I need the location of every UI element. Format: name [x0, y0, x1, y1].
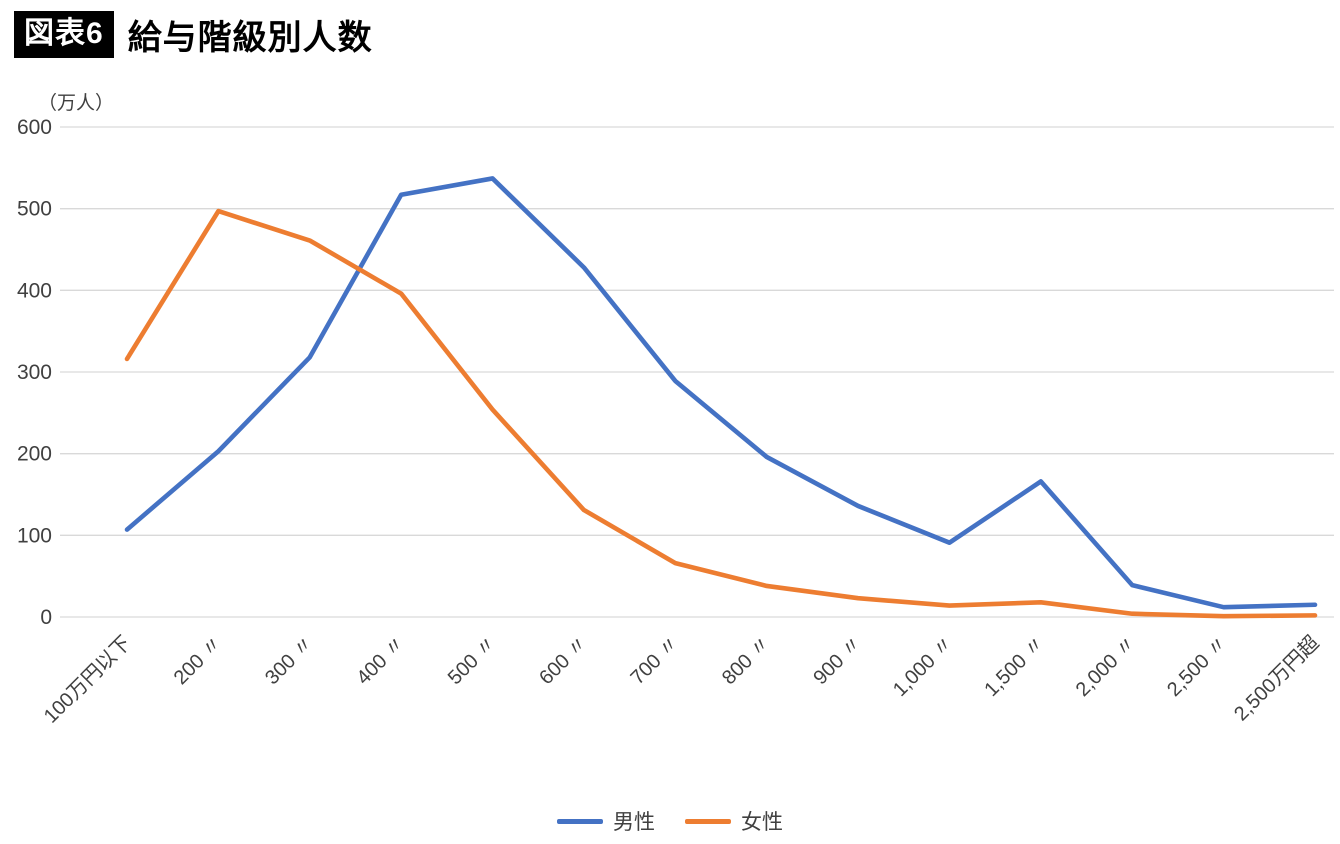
x-tick-label: 2,000 〃 [1072, 632, 1141, 701]
chart-header: 図表6 給与階級別人数 [14, 10, 373, 59]
x-tick-label: 200 〃 [170, 632, 227, 689]
x-tick-label: 1,000 〃 [889, 632, 958, 701]
series-line-male [124, 176, 1318, 610]
legend-swatch-male [557, 818, 603, 824]
x-tick-label: 800 〃 [718, 632, 775, 689]
y-tick-label: 500 [17, 198, 52, 221]
x-tick-label: 600 〃 [535, 632, 592, 689]
y-axis-unit-label: （万人） [38, 93, 115, 114]
legend-label-female: 女性 [741, 811, 783, 834]
x-tick-label: 1,500 〃 [980, 632, 1049, 701]
y-tick-label: 200 [17, 443, 52, 466]
legend-item-female: 女性 [685, 806, 783, 836]
y-tick-label: 300 [17, 361, 52, 384]
series-line-female [124, 208, 1318, 619]
x-tick-label: 2,500万円超 [1229, 631, 1323, 725]
x-tick-label: 700 〃 [627, 632, 684, 689]
x-tick-label: 2,500 〃 [1163, 632, 1232, 701]
x-tick-label: 300 〃 [261, 632, 318, 689]
x-tick-label: 100万円以下 [40, 632, 136, 728]
y-tick-label: 100 [17, 524, 52, 547]
y-tick-label: 400 [17, 279, 52, 302]
y-tick-label: 600 [17, 116, 52, 139]
page-title: 給与階級別人数 [127, 19, 373, 57]
y-tick-label: 0 [40, 606, 52, 629]
x-tick-label: 900 〃 [809, 632, 866, 689]
x-tick-label: 400 〃 [352, 632, 409, 689]
legend-label-male: 男性 [613, 811, 655, 834]
chart-legend: 男性 女性 [0, 806, 1340, 836]
legend-item-male: 男性 [557, 806, 655, 836]
figure-number-badge: 図表6 [14, 11, 114, 58]
x-tick-label: 500 〃 [444, 632, 501, 689]
legend-swatch-female [685, 818, 731, 824]
